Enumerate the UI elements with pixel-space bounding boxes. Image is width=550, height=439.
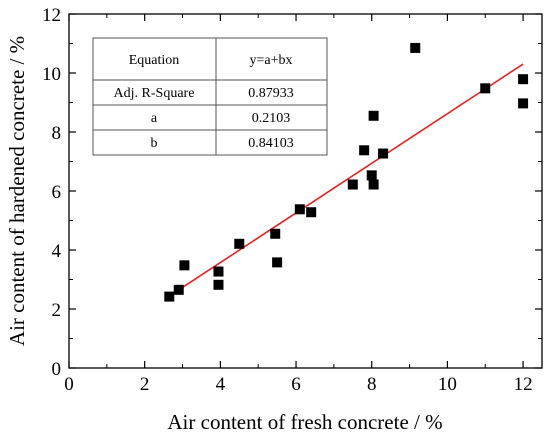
fit-table-border xyxy=(92,37,328,156)
x-tick-label: 4 xyxy=(216,374,226,395)
table-cell-b-value: 0.84103 xyxy=(248,136,294,151)
data-point xyxy=(179,260,190,271)
data-point xyxy=(480,83,491,94)
plot-frame xyxy=(68,13,543,369)
data-point xyxy=(213,279,224,290)
table-cell-a-value: 0.2103 xyxy=(252,111,291,126)
data-point xyxy=(359,145,370,156)
y-axis-label: Air content of hardened concrete / % xyxy=(5,36,29,346)
x-tick-label: 0 xyxy=(64,374,74,395)
data-point xyxy=(173,284,184,295)
fit-table: Equation y=a+bx Adj. R-Square 0.87933 a … xyxy=(92,37,328,156)
x-tick-label: 2 xyxy=(140,374,150,395)
data-point xyxy=(378,148,389,159)
data-point xyxy=(213,266,224,277)
y-tick-label: 2 xyxy=(52,300,62,321)
data-point xyxy=(234,238,245,249)
fit-line xyxy=(168,63,524,297)
data-point xyxy=(270,228,281,239)
data-point xyxy=(368,179,379,190)
data-point xyxy=(294,204,305,215)
y-tick-label: 0 xyxy=(52,359,62,380)
data-point xyxy=(518,98,529,109)
data-point xyxy=(368,110,379,121)
table-cell-r2-label: Adj. R-Square xyxy=(114,86,195,101)
data-point xyxy=(272,257,283,268)
y-tick-label: 8 xyxy=(52,123,62,144)
data-point xyxy=(164,291,175,302)
y-tick-label: 4 xyxy=(52,241,62,262)
data-point xyxy=(347,179,358,190)
table-cell-r2-value: 0.87933 xyxy=(248,86,294,101)
x-tick-label: 6 xyxy=(291,374,301,395)
table-cell-equation-label: Equation xyxy=(129,53,180,68)
plot-layer xyxy=(164,42,529,302)
data-point xyxy=(410,42,421,53)
y-tick-label: 6 xyxy=(52,182,62,203)
table-cell-b-label: b xyxy=(151,136,158,151)
tick-layer: 0 2 4 6 8 10 12 0 2 4 6 8 10 12 xyxy=(42,5,542,395)
x-tick-label: 12 xyxy=(514,374,533,395)
data-point xyxy=(518,74,529,85)
y-tick-label: 12 xyxy=(42,5,61,26)
y-tick-label: 10 xyxy=(42,64,61,85)
x-axis-label: Air content of fresh concrete / % xyxy=(167,410,442,434)
data-point xyxy=(306,207,317,218)
x-tick-label: 8 xyxy=(367,374,377,395)
x-tick-label: 10 xyxy=(438,374,457,395)
table-cell-a-label: a xyxy=(151,111,158,126)
data-point xyxy=(366,170,377,181)
table-cell-equation-value: y=a+bx xyxy=(249,53,292,68)
